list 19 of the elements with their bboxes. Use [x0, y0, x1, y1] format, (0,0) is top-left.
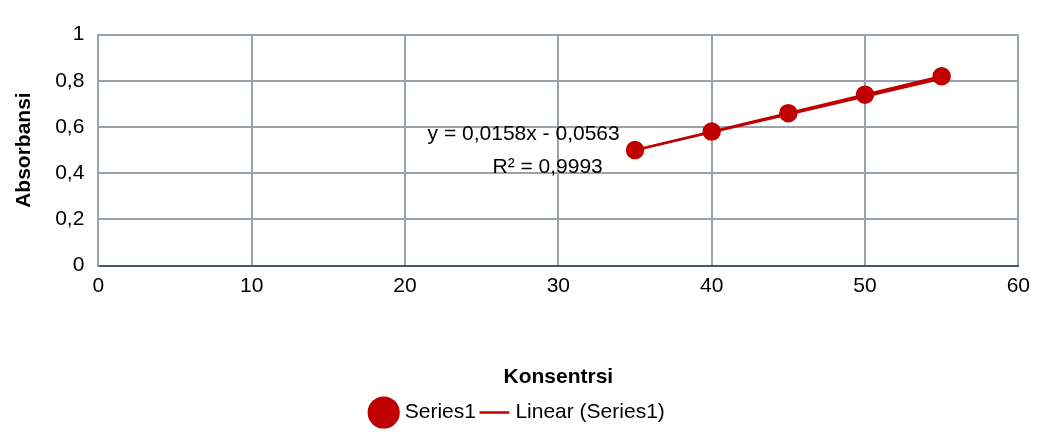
y-tick-label: 0	[72, 252, 85, 276]
y-tick-label: 0,4	[55, 160, 85, 183]
x-tick-label: 30	[546, 273, 571, 296]
y-tick-label: 0,2	[55, 206, 85, 230]
x-tick-label: 60	[1006, 273, 1030, 296]
x-tick-label: 10	[240, 273, 264, 296]
x-tick-label: 0	[92, 273, 105, 296]
annotation: y = 0,0158x - 0,0563	[427, 120, 620, 144]
legend-label: Linear (Series1)	[515, 399, 665, 423]
x-tick-label: 20	[393, 273, 417, 296]
x-tick-label: 40	[700, 273, 724, 296]
x-tick-label: 50	[853, 273, 877, 296]
y-axis-title: Absorbansi	[11, 92, 35, 208]
x-axis-title: Konsentrsi	[503, 364, 614, 388]
y-tick-label: 1	[72, 21, 85, 45]
y-tick-label: 0,6	[55, 113, 85, 137]
y-tick-label: 0,8	[55, 67, 85, 91]
legend-label: Series1	[404, 399, 476, 423]
annotation: R² = 0,9993	[492, 153, 603, 177]
